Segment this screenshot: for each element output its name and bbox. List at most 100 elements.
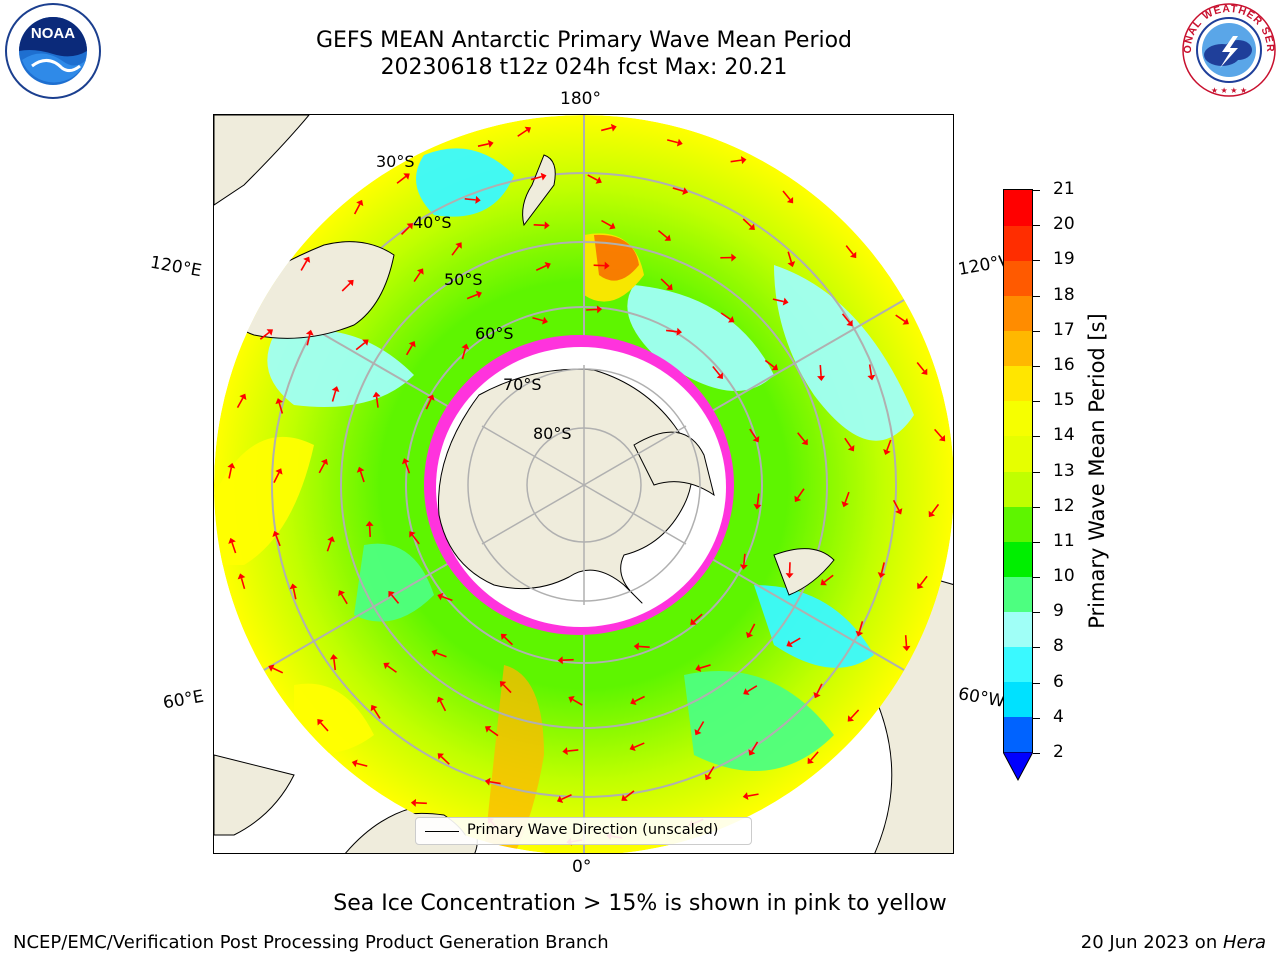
colorbar-tick-label: 13 bbox=[1053, 460, 1075, 481]
colorbar-tick-label: 14 bbox=[1053, 425, 1075, 446]
wave-arrow-shaft bbox=[535, 264, 547, 271]
colorbar-tick bbox=[1033, 225, 1040, 227]
wave-arrow-shaft bbox=[464, 198, 476, 201]
wave-arrow-head bbox=[409, 531, 416, 538]
wave-arrow-head bbox=[820, 578, 827, 586]
colorbar-tick-label: 8 bbox=[1053, 636, 1064, 657]
colorbar-segment bbox=[1004, 365, 1032, 402]
wave-arrow-shaft bbox=[368, 525, 372, 537]
wave-arrow-shaft bbox=[892, 499, 900, 511]
wave-arrow-shaft bbox=[373, 708, 381, 719]
wave-arrow-shaft bbox=[841, 313, 851, 323]
wave-arrow-head bbox=[786, 640, 793, 648]
wave-arrow-head bbox=[289, 583, 298, 590]
wave-arrow-shaft bbox=[517, 129, 528, 137]
wave-arrow-shaft bbox=[375, 396, 379, 408]
wave-arrow-shaft bbox=[934, 428, 943, 439]
wave-arrow-shaft bbox=[231, 542, 237, 554]
wave-arrow-shaft bbox=[359, 471, 365, 483]
wave-arrow-shaft bbox=[489, 780, 501, 785]
wave-arrow-shaft bbox=[666, 329, 678, 333]
wave-arrow-head bbox=[609, 222, 616, 230]
wave-arrow-head bbox=[303, 256, 311, 263]
wave-arrow-head bbox=[370, 704, 378, 712]
colorbar-segment bbox=[1004, 716, 1032, 753]
wave-arrow-head bbox=[782, 297, 789, 306]
wave-arrow-head bbox=[771, 363, 779, 371]
wave-arrow-shaft bbox=[787, 251, 793, 263]
wave-arrow-shaft bbox=[797, 432, 806, 442]
wave-arrow-head bbox=[902, 645, 911, 652]
colorbar-tick bbox=[1033, 295, 1040, 297]
svg-text:★ ★ ★ ★: ★ ★ ★ ★ bbox=[1211, 86, 1247, 95]
colorbar-tick bbox=[1033, 365, 1040, 367]
wave-arrow-head bbox=[484, 777, 491, 786]
wave-arrow-shaft bbox=[660, 278, 670, 288]
wave-arrow-head bbox=[746, 631, 754, 639]
wave-arrow-head bbox=[568, 696, 575, 704]
polar-map bbox=[213, 114, 954, 854]
wave-arrow-shaft bbox=[747, 793, 759, 797]
wave-arrow-head bbox=[877, 572, 886, 578]
colorbar-segment bbox=[1004, 435, 1032, 472]
wave-arrow-shaft bbox=[396, 175, 407, 184]
lon-label-60w: 60°W bbox=[956, 684, 1007, 712]
wave-arrow-head bbox=[487, 139, 494, 148]
wave-arrow-head bbox=[329, 654, 338, 660]
colorbar-segment bbox=[1004, 471, 1032, 507]
colorbar-tick bbox=[1033, 506, 1040, 508]
wave-arrow-shaft bbox=[236, 397, 244, 409]
wave-arrow-shaft bbox=[320, 722, 329, 732]
wave-arrow-shaft bbox=[712, 366, 721, 376]
wave-arrow-shaft bbox=[530, 175, 542, 181]
colorbar-tick bbox=[1033, 436, 1040, 438]
wave-arrow-shaft bbox=[413, 272, 421, 283]
wave-arrow-head bbox=[847, 715, 855, 722]
wave-arrow-shaft bbox=[567, 749, 579, 752]
wave-arrow-shaft bbox=[730, 159, 742, 163]
colorbar-tick bbox=[1033, 717, 1040, 719]
colorbar-tick-label: 6 bbox=[1053, 671, 1064, 692]
lat-label-80s: 80°S bbox=[533, 424, 572, 443]
wave-arrow-head bbox=[524, 126, 531, 134]
wave-arrow-shaft bbox=[742, 218, 752, 228]
wave-arrow-shaft bbox=[562, 658, 574, 662]
wave-arrow-shaft bbox=[561, 794, 572, 801]
wave-arrow-shaft bbox=[672, 187, 684, 192]
wave-arrow-shaft bbox=[850, 709, 860, 719]
wave-arrow-shaft bbox=[572, 698, 583, 706]
colorbar-segment bbox=[1004, 400, 1032, 437]
colorbar-tick bbox=[1033, 612, 1040, 614]
wave-arrow-head bbox=[272, 530, 280, 538]
wave-arrow-head bbox=[633, 642, 640, 651]
wave-arrow-head bbox=[455, 242, 462, 249]
wave-arrow-shaft bbox=[772, 298, 784, 303]
wave-arrow-head bbox=[801, 438, 808, 446]
wave-arrow-head bbox=[787, 261, 796, 268]
wave-arrow-shaft bbox=[272, 667, 284, 674]
wave-arrow-head bbox=[327, 536, 335, 543]
colorbar-segment bbox=[1004, 225, 1032, 261]
wave-arrow-shaft bbox=[461, 348, 467, 360]
wave-arrow-shaft bbox=[747, 685, 758, 693]
wave-arrow-head bbox=[500, 633, 508, 641]
wave-arrow-shaft bbox=[400, 226, 410, 235]
colorbar-segment bbox=[1004, 681, 1032, 718]
wave-arrow-shaft bbox=[810, 751, 819, 761]
lon-label-180: 180° bbox=[560, 89, 601, 109]
wave-arrow-head bbox=[785, 573, 794, 579]
wave-arrow-head bbox=[347, 279, 354, 287]
wave-direction-arrows bbox=[227, 123, 946, 846]
wave-arrow-head bbox=[664, 234, 671, 241]
legend-label: Primary Wave Direction (unscaled) bbox=[467, 822, 719, 838]
wave-arrow-head bbox=[731, 253, 737, 262]
wave-arrow-shaft bbox=[634, 695, 645, 703]
wave-arrow-shaft bbox=[764, 359, 775, 368]
wave-arrow-head bbox=[427, 394, 435, 401]
wave-arrow-head bbox=[266, 329, 273, 336]
wave-arrow-shaft bbox=[259, 331, 270, 340]
legend-line-sample bbox=[425, 831, 459, 832]
colorbar-tick bbox=[1033, 260, 1040, 262]
wave-arrow-head bbox=[540, 172, 547, 181]
colorbar-tick bbox=[1033, 190, 1040, 191]
